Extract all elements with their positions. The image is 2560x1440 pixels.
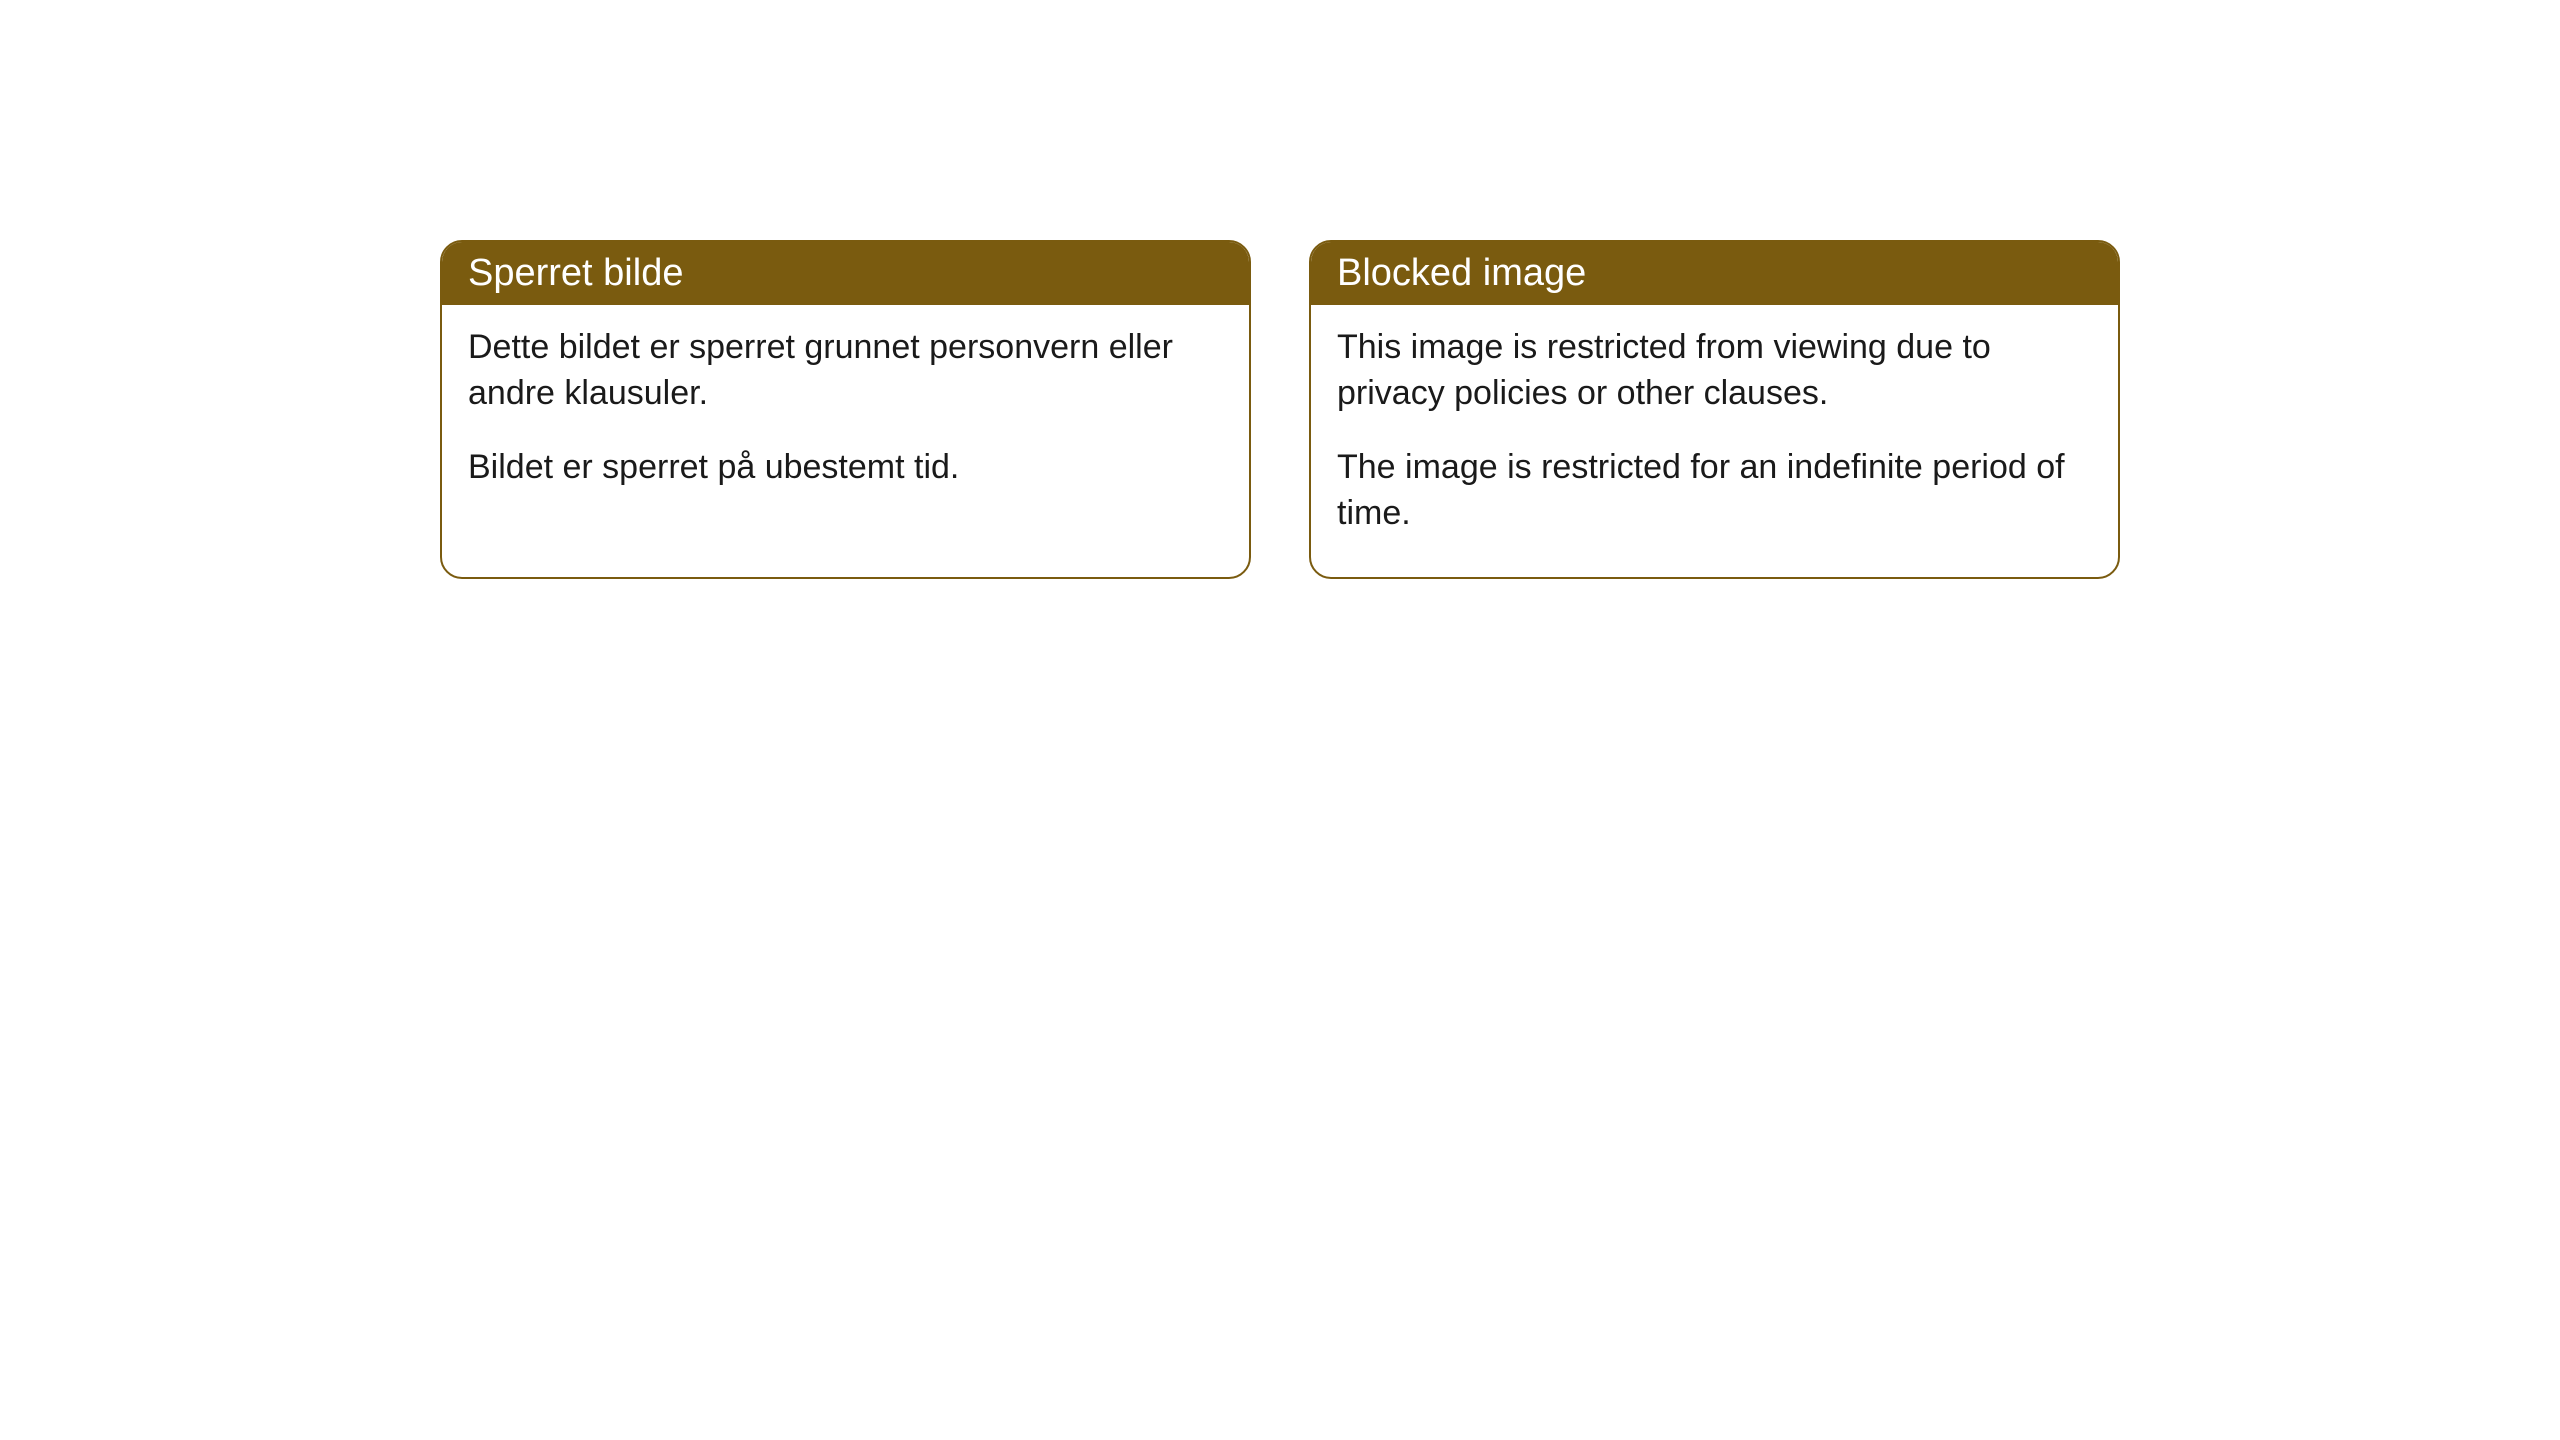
card-body-norwegian: Dette bildet er sperret grunnet personve…	[442, 305, 1249, 531]
card-header-english: Blocked image	[1311, 242, 2118, 305]
cards-container: Sperret bilde Dette bildet er sperret gr…	[440, 240, 2120, 579]
card-header-norwegian: Sperret bilde	[442, 242, 1249, 305]
card-english: Blocked image This image is restricted f…	[1309, 240, 2120, 579]
card-body-english: This image is restricted from viewing du…	[1311, 305, 2118, 577]
card-paragraph: Dette bildet er sperret grunnet personve…	[468, 325, 1223, 417]
card-paragraph: This image is restricted from viewing du…	[1337, 325, 2092, 417]
card-norwegian: Sperret bilde Dette bildet er sperret gr…	[440, 240, 1251, 579]
card-title: Sperret bilde	[468, 252, 683, 294]
card-paragraph: Bildet er sperret på ubestemt tid.	[468, 445, 1223, 491]
card-paragraph: The image is restricted for an indefinit…	[1337, 445, 2092, 537]
card-title: Blocked image	[1337, 252, 1586, 294]
